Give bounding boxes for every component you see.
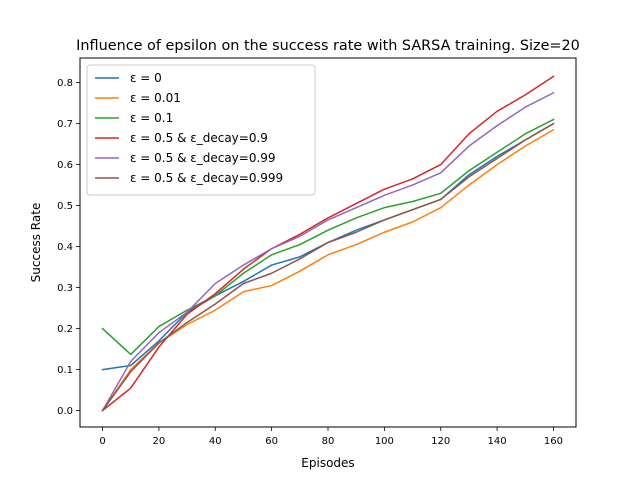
legend-label-4: ε = 0.5 & ε_decay=0.99: [130, 151, 276, 165]
series-line-1: [101, 128, 555, 412]
y-axis-label: Success Rate: [29, 203, 43, 283]
y-axis: 0.0 0.1 0.2 0.3 0.4 0.5 0.6 0.7 0.8: [57, 78, 80, 417]
series-line-4: [101, 91, 555, 412]
x-tick-label: 40: [209, 436, 222, 447]
series-line-3: [101, 75, 555, 412]
legend-label-2: ε = 0.1: [130, 111, 173, 125]
y-tick-label: 0.2: [57, 324, 73, 335]
y-tick-label: 0.0: [57, 406, 73, 417]
x-tick-label: 100: [375, 436, 394, 447]
x-tick-label: 120: [431, 436, 450, 447]
legend: ε = 0 ε = 0.01 ε = 0.1 ε = 0.5 & ε_decay=0.…: [86, 64, 316, 196]
x-axis: 0 20 40 60 80 100 120 140 160: [99, 427, 563, 447]
series-line-5: [101, 122, 555, 412]
legend-label-1: ε = 0.01: [130, 91, 181, 105]
x-tick-label: 60: [265, 436, 278, 447]
x-tick-label: 160: [544, 436, 563, 447]
y-tick-label: 0.4: [57, 242, 73, 253]
x-tick-label: 80: [322, 436, 335, 447]
legend-label-5: ε = 0.5 & ε_decay=0.999: [130, 171, 283, 185]
y-tick-label: 0.3: [57, 283, 73, 294]
x-tick-label: 140: [488, 436, 507, 447]
y-tick-label: 0.7: [57, 119, 73, 130]
x-axis-label: Episodes: [301, 456, 354, 470]
legend-label-3: ε = 0.5 & ε_decay=0.9: [130, 131, 268, 145]
y-tick-label: 0.1: [57, 365, 73, 376]
legend-label-0: ε = 0: [130, 71, 162, 85]
y-tick-label: 0.5: [57, 201, 73, 212]
x-tick-label: 20: [153, 436, 166, 447]
x-tick-label: 0: [99, 436, 105, 447]
y-tick-label: 0.6: [57, 160, 73, 171]
legend-box: [86, 64, 316, 196]
chart-title: Influence of epsilon on the success rate…: [76, 38, 580, 54]
plot-lines: [101, 75, 555, 412]
series-line-2: [101, 118, 555, 356]
y-tick-label: 0.8: [57, 78, 73, 89]
